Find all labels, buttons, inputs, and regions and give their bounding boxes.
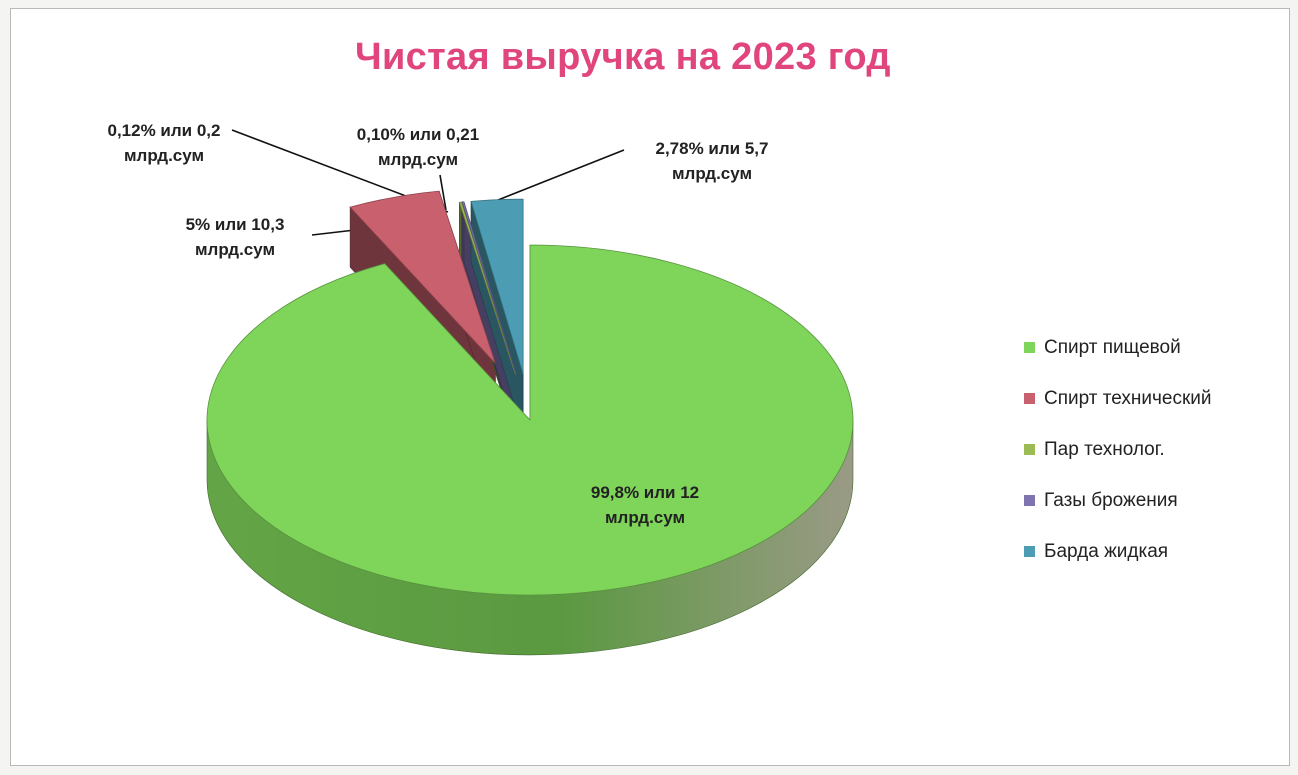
label-barda-zhidkaya-line1: 2,78% или 5,7 bbox=[655, 139, 769, 158]
pie-slice bbox=[458, 201, 516, 375]
legend-label: Пар технолог. bbox=[1044, 438, 1165, 460]
legend-item-spirt-pishchevoy: Спирт пищевой bbox=[1024, 322, 1294, 373]
legend-item-gazy-brozheniya: Газы брожения bbox=[1024, 475, 1294, 526]
leader-line bbox=[497, 149, 625, 201]
label-spirt-pishchevoy-line2: млрд.сум bbox=[604, 508, 686, 527]
label-spirt-tekhnicheskiy-line1: 5% или 10,3 bbox=[185, 215, 285, 234]
label-par-tekhnolog-line1: 0,12% или 0,2 bbox=[107, 121, 221, 140]
legend-swatch bbox=[1024, 546, 1035, 557]
legend-item-par-tekhnolog: Пар технолог. bbox=[1024, 424, 1294, 475]
legend-item-barda-zhidkaya: Барда жидкая bbox=[1024, 526, 1294, 577]
label-spirt-tekhnicheskiy: 5% или 10,3 млрд.сум bbox=[150, 212, 320, 262]
leader-line bbox=[311, 229, 356, 236]
label-spirt-pishchevoy: 99,8% или 12 млрд.сум bbox=[560, 480, 730, 530]
legend-label: Спирт пищевой bbox=[1044, 336, 1181, 358]
legend-label: Барда жидкая bbox=[1044, 540, 1169, 562]
chart-title: Чистая выручка на 2023 год bbox=[355, 36, 891, 78]
pie-slice bbox=[470, 198, 524, 375]
pie-slice bbox=[349, 190, 496, 364]
legend-item-spirt-tekhnicheskiy: Спирт технический bbox=[1024, 373, 1294, 424]
legend-label: Газы брожения bbox=[1044, 489, 1178, 511]
pie-slice bbox=[206, 244, 854, 596]
label-barda-zhidkaya-line2: млрд.сум bbox=[671, 164, 753, 183]
legend: Спирт пищевой Спирт технический Пар техн… bbox=[1024, 322, 1294, 577]
legend-swatch bbox=[1024, 342, 1035, 353]
legend-label: Спирт технический bbox=[1044, 387, 1212, 409]
pie-slice bbox=[461, 201, 517, 375]
legend-swatch bbox=[1024, 444, 1035, 455]
label-spirt-pishchevoy-line1: 99,8% или 12 bbox=[590, 483, 700, 502]
label-gazy-brozheniya-line2: млрд.сум bbox=[377, 150, 459, 169]
legend-swatch bbox=[1024, 495, 1035, 506]
leader-line bbox=[439, 174, 447, 211]
label-spirt-tekhnicheskiy-line2: млрд.сум bbox=[194, 240, 276, 259]
pie-slices bbox=[206, 190, 854, 596]
label-gazy-brozheniya: 0,10% или 0,21 млрд.сум bbox=[318, 122, 518, 172]
label-gazy-brozheniya-line1: 0,10% или 0,21 bbox=[356, 125, 480, 144]
label-barda-zhidkaya: 2,78% или 5,7 млрд.сум bbox=[612, 136, 812, 186]
label-par-tekhnolog: 0,12% или 0,2 млрд.сум bbox=[64, 118, 264, 168]
legend-swatch bbox=[1024, 393, 1035, 404]
label-par-tekhnolog-line2: млрд.сум bbox=[123, 146, 205, 165]
